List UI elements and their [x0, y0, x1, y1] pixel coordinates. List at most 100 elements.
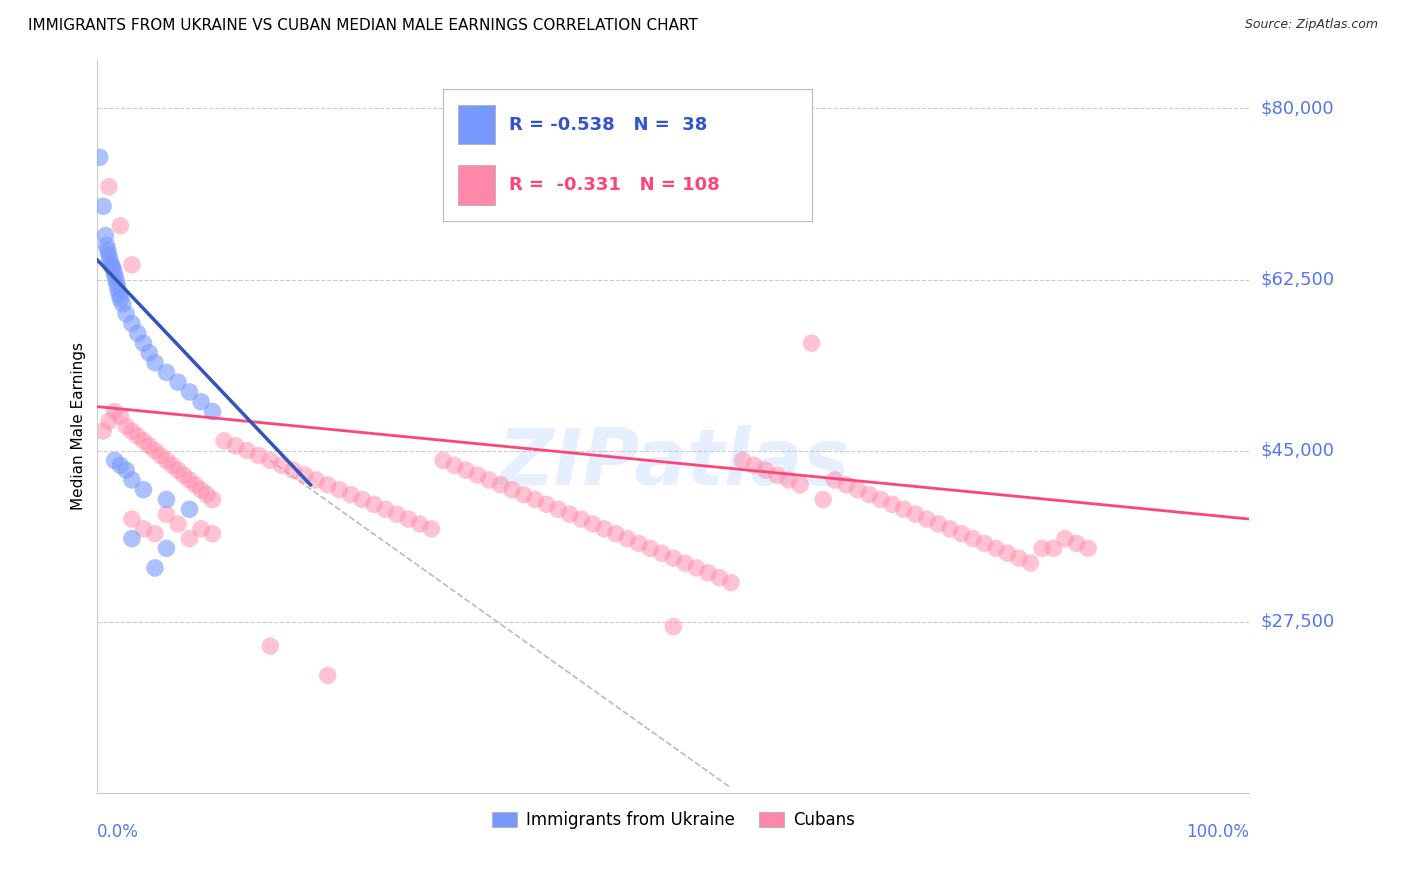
Point: [742, 458, 765, 473]
Point: [340, 487, 363, 501]
Point: [179, 532, 201, 546]
Point: [651, 546, 673, 560]
Text: IMMIGRANTS FROM UKRAINE VS CUBAN MEDIAN MALE EARNINGS CORRELATION CHART: IMMIGRANTS FROM UKRAINE VS CUBAN MEDIAN …: [28, 18, 697, 33]
Point: [201, 492, 224, 507]
Point: [882, 497, 904, 511]
Point: [143, 561, 166, 575]
Point: [179, 384, 201, 399]
Point: [149, 449, 172, 463]
Point: [132, 336, 155, 351]
Point: [115, 307, 138, 321]
Point: [104, 404, 127, 418]
Point: [778, 473, 800, 487]
Point: [110, 219, 132, 233]
Point: [121, 424, 143, 438]
Point: [155, 541, 177, 556]
Point: [155, 492, 177, 507]
Point: [190, 394, 212, 409]
Point: [569, 512, 592, 526]
Point: [835, 478, 858, 492]
Point: [869, 492, 891, 507]
Point: [593, 522, 616, 536]
Point: [927, 516, 949, 531]
Point: [731, 453, 754, 467]
Point: [107, 282, 129, 296]
Point: [155, 366, 177, 380]
Point: [155, 453, 177, 467]
Point: [420, 522, 443, 536]
Point: [259, 453, 281, 467]
Point: [811, 492, 834, 507]
Point: [662, 619, 685, 633]
Point: [824, 473, 846, 487]
Point: [396, 512, 419, 526]
Text: $62,500: $62,500: [1261, 270, 1334, 288]
Point: [104, 272, 127, 286]
Point: [167, 516, 190, 531]
Y-axis label: Median Male Earnings: Median Male Earnings: [72, 343, 86, 510]
Point: [627, 536, 650, 550]
Point: [100, 258, 122, 272]
Point: [915, 512, 938, 526]
Point: [101, 260, 124, 274]
Point: [121, 473, 143, 487]
Point: [800, 336, 823, 351]
Point: [155, 507, 177, 521]
Point: [950, 526, 973, 541]
Point: [173, 468, 195, 483]
Point: [893, 502, 915, 516]
Point: [121, 258, 143, 272]
Point: [121, 512, 143, 526]
Point: [103, 262, 125, 277]
Point: [904, 507, 927, 521]
Point: [1042, 541, 1064, 556]
Point: [94, 228, 117, 243]
Point: [179, 473, 201, 487]
Point: [1054, 532, 1077, 546]
Point: [489, 478, 512, 492]
Point: [363, 497, 385, 511]
Point: [225, 439, 247, 453]
Point: [97, 414, 120, 428]
Text: 0.0%: 0.0%: [97, 823, 139, 841]
Point: [984, 541, 1007, 556]
Point: [190, 483, 212, 497]
Point: [352, 492, 374, 507]
Point: [697, 566, 720, 580]
Point: [454, 463, 477, 477]
Point: [616, 532, 638, 546]
Point: [138, 346, 160, 360]
Point: [1031, 541, 1053, 556]
Point: [127, 326, 149, 341]
Point: [939, 522, 962, 536]
Point: [1077, 541, 1099, 556]
Point: [709, 571, 731, 585]
Point: [858, 487, 880, 501]
Point: [115, 419, 138, 434]
Point: [108, 287, 131, 301]
Point: [110, 292, 132, 306]
Point: [766, 468, 789, 483]
Point: [467, 468, 489, 483]
Point: [385, 507, 408, 521]
Point: [97, 248, 120, 262]
Point: [104, 268, 127, 282]
Legend: Immigrants from Ukraine, Cubans: Immigrants from Ukraine, Cubans: [485, 805, 862, 836]
Point: [190, 522, 212, 536]
Point: [328, 483, 350, 497]
Point: [236, 443, 259, 458]
Point: [201, 404, 224, 418]
Point: [121, 317, 143, 331]
Point: [132, 483, 155, 497]
Point: [143, 526, 166, 541]
Point: [432, 453, 454, 467]
Point: [179, 502, 201, 516]
Point: [478, 473, 501, 487]
Point: [316, 478, 339, 492]
Point: [111, 297, 134, 311]
Point: [1066, 536, 1088, 550]
Point: [160, 458, 183, 473]
Point: [1008, 551, 1031, 566]
Point: [212, 434, 235, 448]
Point: [270, 458, 292, 473]
